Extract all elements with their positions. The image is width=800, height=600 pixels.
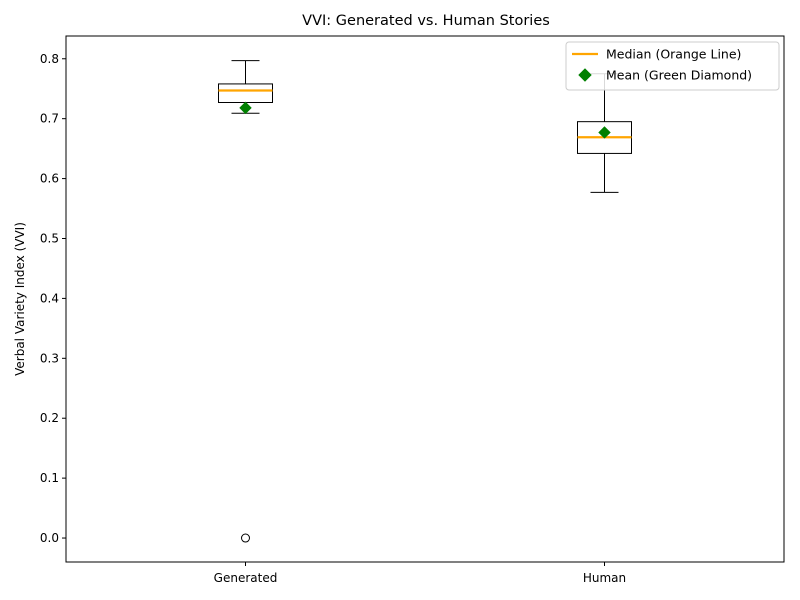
y-tick-label: 0.6 bbox=[40, 172, 59, 186]
y-tick-label: 0.8 bbox=[40, 52, 59, 66]
legend-item: Mean (Green Diamond) bbox=[578, 68, 752, 83]
y-tick-label: 0.2 bbox=[40, 411, 59, 425]
legend-label: Median (Orange Line) bbox=[606, 47, 741, 62]
y-tick-label: 0.3 bbox=[40, 351, 59, 365]
legend: Median (Orange Line) Mean (Green Diamond) bbox=[565, 41, 780, 91]
y-tick-label: 0.1 bbox=[40, 471, 59, 485]
x-tick-label: Generated bbox=[214, 571, 278, 585]
plot-area-frame bbox=[65, 35, 785, 563]
mean-marker bbox=[239, 101, 252, 115]
box-human bbox=[577, 73, 632, 193]
y-tick-label: 0.4 bbox=[40, 291, 59, 305]
legend-label: Mean (Green Diamond) bbox=[606, 68, 752, 83]
legend-item: Median (Orange Line) bbox=[572, 47, 741, 62]
x-tick-label: Human bbox=[583, 571, 626, 585]
legend-frame bbox=[565, 41, 780, 91]
legend-mean-swatch bbox=[578, 68, 592, 82]
y-axis: 0.0 0.1 0.2 0.3 0.4 0.5 0.6 0.7 0.8 bbox=[40, 52, 66, 545]
x-axis: Generated Human bbox=[214, 562, 626, 585]
mean-marker bbox=[598, 126, 611, 139]
box-generated bbox=[218, 60, 273, 543]
outlier-point bbox=[241, 533, 250, 543]
y-tick-label: 0.5 bbox=[40, 231, 59, 245]
y-tick-label: 0.7 bbox=[40, 112, 59, 126]
chart-title: VVI: Generated vs. Human Stories bbox=[302, 13, 550, 29]
interquartile-box bbox=[218, 83, 273, 103]
y-tick-label: 0.0 bbox=[40, 531, 59, 545]
y-axis-label: Verbal Variety Index (VVI) bbox=[13, 222, 27, 376]
box-series bbox=[218, 60, 632, 543]
